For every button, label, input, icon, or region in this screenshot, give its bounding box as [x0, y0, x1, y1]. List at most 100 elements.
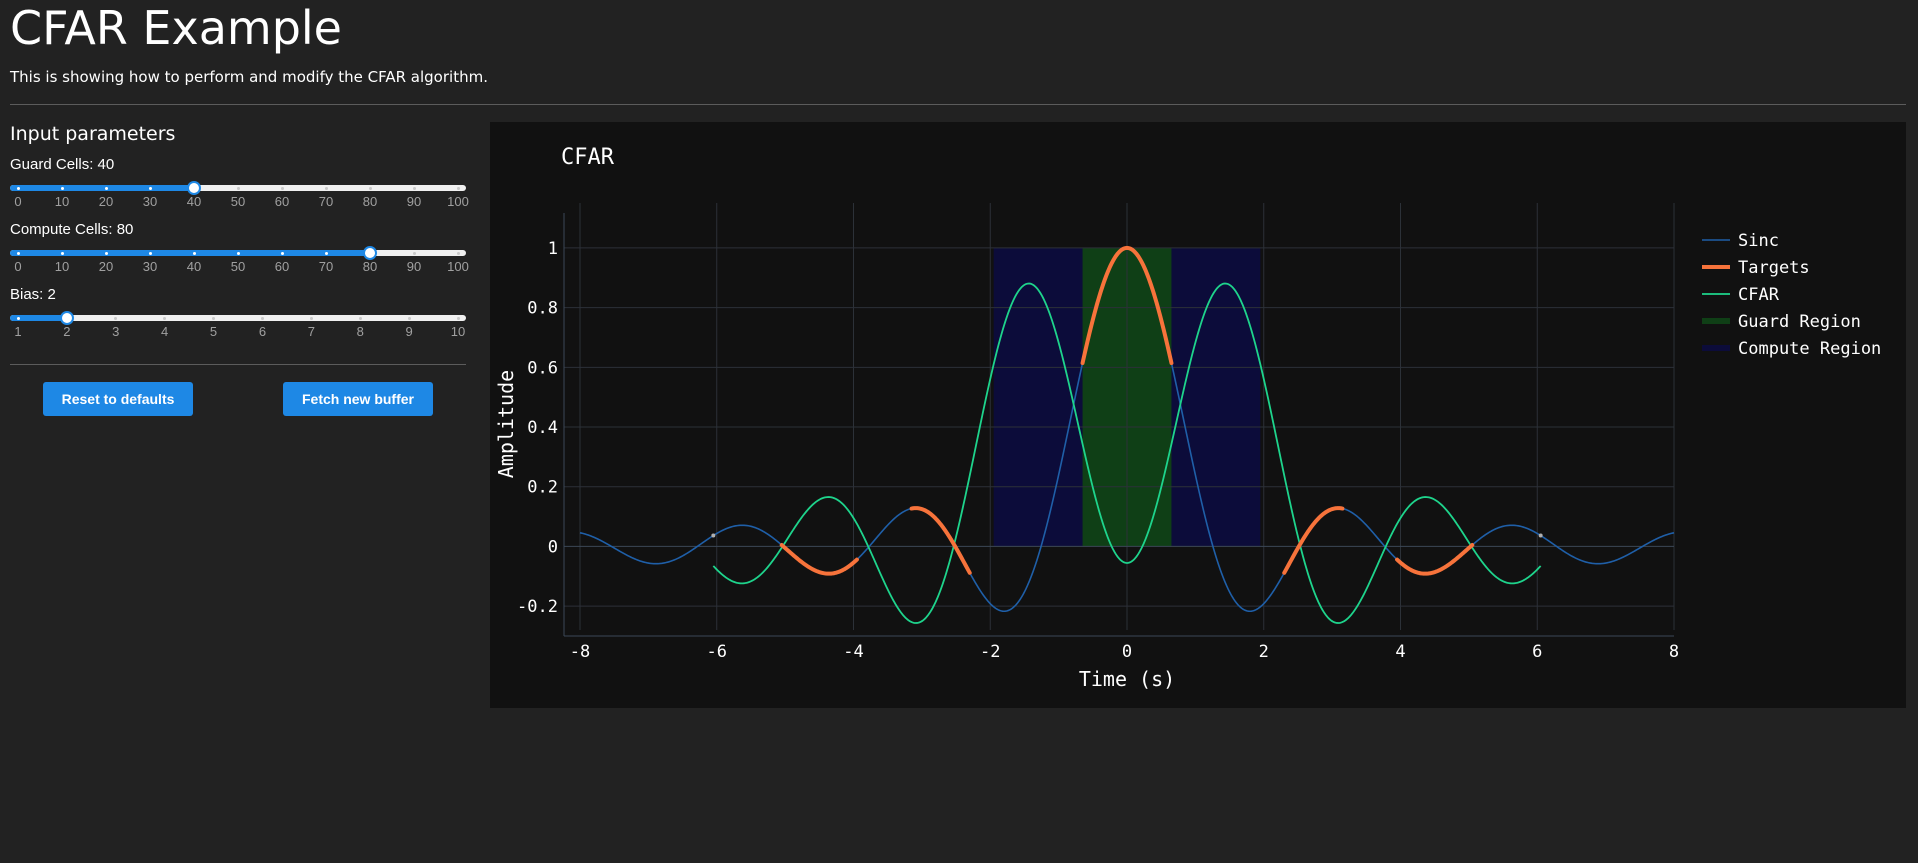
y-tick-label: 1 [548, 239, 558, 259]
x-tick-label: 6 [1532, 642, 1542, 662]
slider-step-dot [280, 251, 284, 255]
slider-handle[interactable] [187, 181, 201, 195]
slider-mark-label: 6 [258, 324, 267, 339]
slider-mark-label: 30 [142, 259, 158, 274]
x-tick-label: -4 [843, 642, 863, 662]
cfar-endpoint [711, 533, 716, 538]
legend-label: Targets [1738, 258, 1810, 278]
cfar-endpoint [1538, 533, 1543, 538]
x-tick-label: -8 [570, 642, 590, 662]
chart-title: CFAR [561, 145, 615, 170]
x-tick-label: 8 [1669, 642, 1679, 662]
slider-mark-label: 100 [447, 259, 469, 274]
bias-label: Bias: 2 [10, 286, 56, 303]
slider-mark-label: 60 [274, 259, 290, 274]
compute-cells-slider[interactable]: 0 10 20 30 40 50 60 70 80 90 100 [10, 246, 469, 275]
slider-step-dot [407, 316, 411, 320]
slider-step-dot [324, 186, 328, 190]
slider-mark-label: 50 [230, 194, 246, 209]
slider-mark-label: 8 [356, 324, 364, 339]
slider-step-dot [309, 316, 313, 320]
slider-rail [10, 315, 466, 321]
slider-step-dot [456, 251, 460, 255]
guard-cells-slider[interactable]: 0 10 20 30 40 50 60 70 80 90 100 [10, 181, 469, 210]
y-tick-label: 0.2 [527, 478, 558, 498]
slider-mark-label: 10 [450, 324, 466, 339]
slider-mark-label: 90 [406, 194, 422, 209]
slider-mark-label: 30 [142, 194, 158, 209]
y-tick-label: 0.8 [527, 299, 558, 319]
target-segment [1395, 543, 1475, 576]
x-axis-label: Time (s) [1079, 667, 1175, 691]
slider-step-dot [280, 186, 284, 190]
divider [10, 104, 1906, 105]
slider-step-dot [104, 251, 108, 255]
target-segment [779, 543, 859, 576]
guard-cells-label: Guard Cells: 40 [10, 156, 115, 173]
slider-step-dot [260, 316, 264, 320]
compute-cells-label: Compute Cells: 80 [10, 221, 134, 238]
slider-mark-label: 5 [209, 324, 218, 339]
slider-step-dot [60, 186, 64, 190]
slider-step-dot [456, 316, 460, 320]
panel-heading: Input parameters [10, 123, 176, 145]
target-segment [909, 506, 972, 575]
slider-mark-label: 90 [406, 259, 422, 274]
y-tick-label: -0.2 [517, 597, 558, 617]
x-tick-label: 0 [1122, 642, 1132, 662]
slider-mark-label: 0 [14, 194, 22, 209]
y-tick-label: 0 [548, 537, 558, 557]
y-tick-label: 0.4 [527, 418, 558, 438]
slider-handle[interactable] [59, 311, 74, 325]
slider-step-dot [148, 186, 152, 190]
legend-label: Compute Region [1738, 339, 1881, 359]
cfar-chart: CFAR -8 -6 -4 -2 0 2 4 6 8 -0.2 0 0.2 0.4 0.6 0.8 1 Tim… [494, 145, 1881, 691]
slider-step-dot [368, 186, 372, 190]
panel-divider [10, 364, 466, 365]
reset-defaults-button[interactable]: Reset to defaults [43, 382, 193, 416]
slider-mark-label: 4 [161, 324, 169, 339]
slider-step-dot [16, 316, 20, 320]
slider-mark-label: 70 [318, 259, 334, 274]
slider-step-dot [60, 251, 64, 255]
slider-step-dot [114, 316, 118, 320]
legend-label: Guard Region [1738, 312, 1861, 332]
legend-item: Compute Region [1702, 339, 1881, 359]
slider-step-dot [163, 316, 167, 320]
slider-mark-label: 9 [405, 324, 413, 339]
slider-mark-label: 20 [98, 194, 114, 209]
slider-step-dot [456, 186, 460, 190]
slider-mark-label: 40 [186, 259, 202, 274]
target-segment [1080, 245, 1174, 365]
slider-step-dot [324, 251, 328, 255]
slider-mark-label: 70 [318, 194, 334, 209]
legend-item: CFAR [1702, 285, 1780, 305]
legend-label: CFAR [1738, 285, 1780, 305]
slider-step-dot [212, 316, 216, 320]
y-axis-label: Amplitude [494, 370, 518, 478]
slider-step-dot [16, 186, 20, 190]
slider-step-dot [148, 251, 152, 255]
slider-track-fill [10, 250, 370, 256]
slider-mark-label: 20 [98, 259, 114, 274]
x-tick-label: 2 [1259, 642, 1269, 662]
slider-track-fill [10, 315, 67, 321]
slider-step-dot [104, 186, 108, 190]
slider-step-dot [236, 186, 240, 190]
legend-item: Sinc [1702, 231, 1779, 251]
page-subtitle: This is showing how to perform and modif… [10, 68, 488, 86]
fetch-buffer-button[interactable]: Fetch new buffer [283, 382, 433, 416]
bias-slider[interactable]: 1 2 3 4 5 6 7 8 9 10 [10, 311, 466, 340]
slider-mark-label: 100 [447, 194, 469, 209]
slider-step-dot [358, 316, 362, 320]
slider-step-dot [192, 251, 196, 255]
slider-step-dot [412, 186, 416, 190]
slider-step-dot [236, 251, 240, 255]
slider-mark-label: 80 [362, 259, 378, 274]
slider-mark-label: 50 [230, 259, 246, 274]
slider-handle[interactable] [363, 246, 377, 260]
cfar-line [712, 282, 1542, 624]
x-tick-label: -6 [707, 642, 727, 662]
legend-item: Guard Region [1702, 312, 1861, 332]
y-tick-label: 0.6 [527, 358, 558, 378]
